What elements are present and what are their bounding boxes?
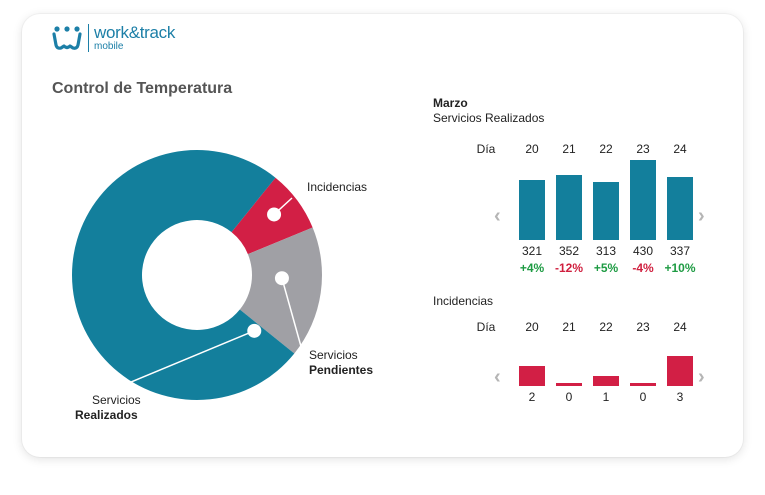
servicios-value-20: 321 xyxy=(521,244,543,258)
servicios-change-24: +10% xyxy=(664,261,696,275)
incidencias-day-23: 23 xyxy=(636,320,650,334)
donut-slice-servicios-pendientes xyxy=(239,227,322,354)
servicios-change-22: +5% xyxy=(593,261,619,275)
servicios-bar-20 xyxy=(519,180,545,240)
brand-name: work&track xyxy=(94,23,176,42)
servicios-bar-24 xyxy=(667,177,693,240)
servicios-prev-chevron-icon[interactable]: ‹ xyxy=(494,205,501,227)
servicios-day-21: 21 xyxy=(562,142,576,156)
servicios-day-20: 20 xyxy=(525,142,539,156)
donut-chart xyxy=(72,150,322,400)
servicios-bar-23 xyxy=(630,160,656,240)
servicios-value-23: 430 xyxy=(632,244,654,258)
incidencias-prev-chevron-icon[interactable]: ‹ xyxy=(494,366,501,388)
worktrack-logo-icon xyxy=(52,26,82,50)
donut-pin-realizados xyxy=(247,323,262,338)
incidencias-day-20: 20 xyxy=(525,320,539,334)
donut-label-realizados-line1: Servicios xyxy=(92,393,141,407)
servicios-day-22: 22 xyxy=(599,142,613,156)
incidencias-value-22: 1 xyxy=(602,390,610,404)
donut-leader-realizados xyxy=(106,330,255,393)
servicios-value-24: 337 xyxy=(669,244,691,258)
incidencias-bar-20 xyxy=(519,366,545,386)
servicios-change-21: -12% xyxy=(554,261,583,275)
servicios-value-21: 352 xyxy=(558,244,580,258)
incidencias-bar-23 xyxy=(630,383,656,386)
brand-sub: mobile xyxy=(94,41,124,52)
incidencias-panel-title: Incidencias xyxy=(433,294,494,308)
incidencias-value-23: 0 xyxy=(639,390,647,404)
page-title: Control de Temperatura xyxy=(52,80,233,97)
incidencias-bar-22 xyxy=(593,376,619,386)
incidencias-next-chevron-icon[interactable]: › xyxy=(698,366,705,388)
incidencias-value-21: 0 xyxy=(565,390,573,404)
donut-pin-incidencias xyxy=(267,207,282,222)
servicios-value-22: 313 xyxy=(595,244,617,258)
incidencias-day-21: 21 xyxy=(562,320,576,334)
servicios-day-label: Día xyxy=(476,142,496,156)
donut-leader-pendientes xyxy=(281,278,303,351)
servicios-month: Marzo xyxy=(433,96,468,110)
incidencias-day-label: Día xyxy=(476,320,496,334)
donut-label-realizados: Servicios Realizados xyxy=(75,393,141,423)
incidencias-bar-21 xyxy=(556,383,582,386)
servicios-bar-21 xyxy=(556,174,582,240)
servicios-panel-title: Marzo Servicios Realizados xyxy=(433,96,544,126)
donut-label-pendientes-line1: Servicios xyxy=(309,348,358,362)
donut-label-pendientes: Servicios Pendientes xyxy=(309,348,373,378)
incidencias-day-22: 22 xyxy=(599,320,613,334)
brand-logo: work&track mobile xyxy=(52,24,175,52)
servicios-day-24: 24 xyxy=(673,142,687,156)
incidencias-value-20: 2 xyxy=(528,390,536,404)
donut-label-realizados-line2: Realizados xyxy=(75,408,138,422)
donut-label-pendientes-line2: Pendientes xyxy=(309,363,374,377)
servicios-subtitle: Servicios Realizados xyxy=(433,111,545,125)
donut-label-incidencias: Incidencias xyxy=(307,180,368,194)
incidencias-day-24: 24 xyxy=(673,320,687,334)
donut-pin-pendientes xyxy=(274,271,289,286)
servicios-day-23: 23 xyxy=(636,142,650,156)
servicios-bar-22 xyxy=(593,181,619,240)
incidencias-bar-24 xyxy=(667,356,693,386)
incidencias-value-24: 3 xyxy=(676,390,684,404)
servicios-change-20: +4% xyxy=(519,261,545,275)
servicios-change-23: -4% xyxy=(632,261,654,275)
servicios-next-chevron-icon[interactable]: › xyxy=(698,205,705,227)
